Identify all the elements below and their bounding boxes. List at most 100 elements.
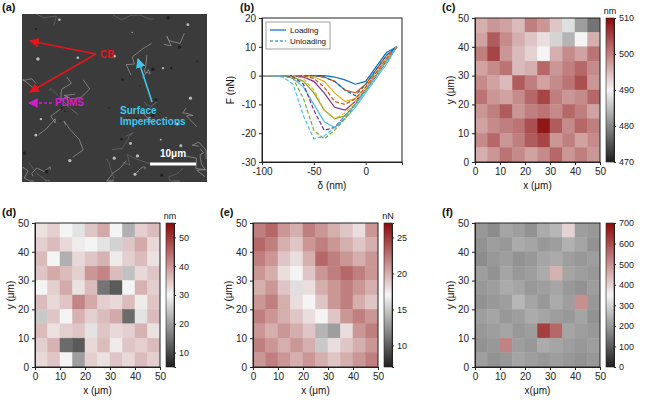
colorbar-tick: 200 (614, 321, 634, 331)
heatmap-cell (60, 281, 73, 295)
legend-swatch (270, 40, 286, 41)
heatmap-cell (148, 223, 161, 237)
texture-streak (164, 33, 184, 45)
x-axis: 01020304050 (473, 367, 607, 382)
x-axis-title: δ (nm) (318, 180, 347, 191)
colorbar-axis: 0100200300400500600700 (614, 218, 634, 372)
panel-label: (f) (442, 206, 453, 218)
y-tick-label: 0 (241, 362, 247, 373)
heatmap-cell (550, 324, 563, 338)
texture-dot (154, 98, 157, 101)
y-tick: 40 (18, 247, 35, 258)
heatmap-cell (48, 295, 61, 309)
heatmap-cell (513, 76, 526, 90)
heatmap-cell (575, 324, 588, 338)
y-tick: 0 (463, 157, 475, 168)
heatmap-cell (588, 61, 601, 75)
texture-dot (160, 139, 162, 141)
texture-dot (136, 154, 139, 157)
x-axis-title: x (μm) (301, 385, 330, 396)
colorbar-title: nm (604, 6, 617, 16)
plot-area (253, 223, 378, 367)
heatmap-cell (316, 252, 329, 266)
colorbar-tick-mark (174, 324, 176, 325)
plot-background (262, 18, 402, 162)
heatmap-cell (513, 237, 526, 251)
heatmap-cell (500, 61, 513, 75)
heatmap-cell (278, 266, 291, 280)
heatmap-cell (60, 252, 73, 266)
x-tick: 30 (105, 367, 117, 382)
heatmap-cell (525, 353, 538, 367)
heatmap-cell (500, 237, 513, 251)
texture-dot (162, 67, 164, 69)
heatmap-cell (525, 32, 538, 46)
heatmap-cell (266, 223, 279, 237)
heatmap-cell (575, 266, 588, 280)
heatmap-cell (575, 237, 588, 251)
heatmap-cell (253, 252, 266, 266)
texture-streak (200, 149, 205, 170)
y-axis-title: y (μm) (5, 281, 16, 310)
colorbar-axis-line (615, 224, 617, 368)
heatmap-cell (563, 338, 576, 352)
heatmap-cell (303, 295, 316, 309)
heatmap-cell (575, 133, 588, 147)
heatmap-cell (328, 353, 341, 367)
heatmap-cell (588, 281, 601, 295)
heatmap-cell (500, 324, 513, 338)
heatmap-cell (73, 266, 86, 280)
heatmap-cell (48, 237, 61, 251)
colorbar-title: nm (164, 211, 177, 221)
x-axis-title: x (μm) (83, 385, 112, 396)
y-tick-label: 30 (458, 70, 470, 81)
heatmap-cell (513, 32, 526, 46)
heatmap-cell (110, 252, 123, 266)
heatmap-cell (341, 252, 354, 266)
heatmap-cell (550, 223, 563, 237)
x-axis-line (254, 368, 379, 371)
heatmap-cell (488, 148, 501, 162)
x-axis-line (476, 368, 601, 371)
heatmap-cell (513, 133, 526, 147)
x-tick-label: 10 (495, 166, 507, 177)
colorbar-tick: 100 (614, 342, 634, 352)
colorbar-tick-mark (614, 367, 616, 368)
heatmap-cell (366, 223, 379, 237)
x-tick: 10 (55, 367, 67, 382)
texture-streak (32, 167, 51, 177)
colorbar-tick-label: 500 (619, 260, 634, 270)
heatmap-cell (291, 295, 304, 309)
x-tick-label: 20 (298, 371, 310, 382)
heatmap-cell (148, 324, 161, 338)
y-tick-label: 40 (236, 247, 248, 258)
heatmap-cell (538, 338, 551, 352)
plot-area (475, 18, 600, 162)
heatmap-cell (85, 223, 98, 237)
heatmap-cell (475, 18, 488, 32)
colorbar-tick-label: 510 (619, 13, 634, 23)
texture-streak (137, 167, 146, 173)
heatmap-cell (303, 223, 316, 237)
y-axis-title: y (μm) (445, 281, 456, 310)
heatmap-cell (366, 237, 379, 251)
y-tick-label: 20 (245, 13, 257, 24)
heatmap-cell (550, 338, 563, 352)
heatmap-cell (475, 295, 488, 309)
x-tick: 10 (495, 367, 507, 382)
heatmap-cell (35, 309, 48, 323)
heatmap-cell (588, 90, 601, 104)
heatmap-cell (550, 32, 563, 46)
x-tick: 40 (130, 367, 142, 382)
y-tick: 10 (245, 42, 262, 53)
heatmap-cell (291, 266, 304, 280)
texture-dot (170, 67, 172, 69)
heatmap-cell (148, 266, 161, 280)
colorbar-tick-mark (614, 326, 616, 327)
heatmap-cell (550, 133, 563, 147)
heatmap-cell (135, 252, 148, 266)
texture-streak (29, 162, 50, 181)
colorbar-tick-mark (392, 309, 394, 310)
series-line (262, 47, 397, 119)
heatmap-cell (353, 281, 366, 295)
